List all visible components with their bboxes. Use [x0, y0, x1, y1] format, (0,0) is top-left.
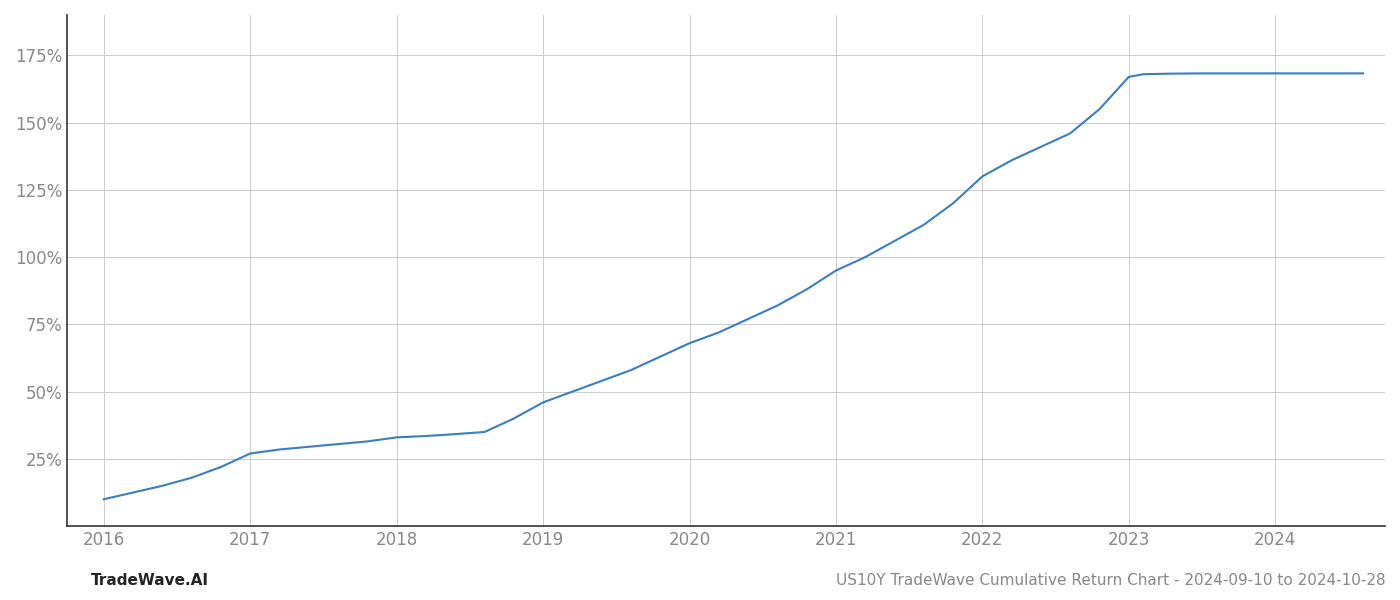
Text: TradeWave.AI: TradeWave.AI: [91, 573, 209, 588]
Text: US10Y TradeWave Cumulative Return Chart - 2024-09-10 to 2024-10-28: US10Y TradeWave Cumulative Return Chart …: [836, 573, 1386, 588]
